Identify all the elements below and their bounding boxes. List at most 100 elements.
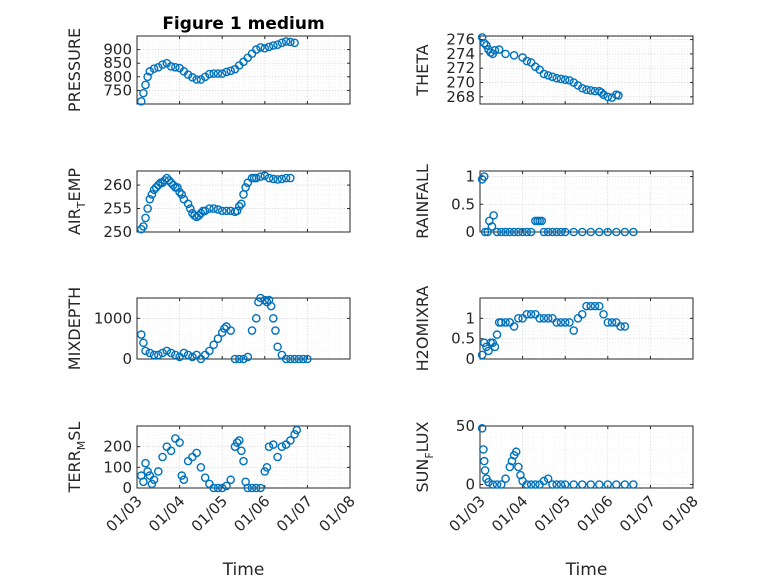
data-point bbox=[217, 69, 227, 78]
y-axis-label: MIXDEPTH bbox=[65, 287, 84, 370]
data-point bbox=[586, 227, 596, 237]
data-point bbox=[479, 445, 488, 454]
data-point bbox=[543, 314, 553, 323]
data-point bbox=[522, 480, 532, 489]
data-point bbox=[188, 452, 197, 462]
axes-box bbox=[479, 35, 694, 105]
x-tick-label: 01/08 bbox=[659, 492, 702, 535]
data-point bbox=[213, 205, 223, 214]
y-tick-label: 1 bbox=[465, 309, 475, 327]
data-point bbox=[556, 227, 566, 237]
data-point bbox=[480, 227, 490, 237]
data-point bbox=[209, 69, 218, 78]
y-tick-label: 276 bbox=[446, 31, 475, 49]
y-tick-label: 0.5 bbox=[451, 330, 475, 348]
data-point bbox=[226, 475, 236, 485]
data-point bbox=[594, 301, 604, 311]
data-point bbox=[535, 314, 544, 323]
data-point bbox=[607, 318, 617, 327]
data-point bbox=[139, 222, 148, 231]
x-tick-label: 01/08 bbox=[316, 492, 359, 535]
data-point bbox=[166, 178, 176, 188]
data-point bbox=[269, 440, 278, 449]
y-axis-label: RAINFALL bbox=[413, 164, 432, 239]
axes-box bbox=[136, 35, 351, 105]
data-point bbox=[490, 342, 500, 352]
data-point bbox=[488, 338, 498, 348]
subplot-terr-msl: 0 100 200 TERRMSL 01/03 01/04 01/05 01/06 01/07 0… bbox=[65, 422, 359, 580]
data-point bbox=[548, 72, 557, 82]
data-point bbox=[226, 326, 236, 335]
data-point bbox=[526, 227, 536, 237]
data-point bbox=[586, 480, 596, 489]
data-point bbox=[290, 354, 299, 364]
data-point bbox=[188, 73, 197, 82]
x-tick-label: 01/05 bbox=[531, 492, 574, 535]
data-point bbox=[205, 69, 214, 79]
data-point bbox=[552, 227, 561, 237]
data-point bbox=[177, 471, 187, 480]
data-point bbox=[139, 338, 148, 348]
data-point bbox=[603, 480, 613, 489]
data-point bbox=[501, 474, 510, 483]
data-point bbox=[256, 483, 265, 493]
data-point bbox=[183, 199, 193, 209]
data-point bbox=[149, 350, 159, 360]
y-tick-label: 900 bbox=[103, 41, 132, 59]
data-point bbox=[298, 354, 308, 364]
y-tick-label: 268 bbox=[446, 88, 475, 106]
data-point bbox=[277, 442, 287, 451]
data-point bbox=[179, 194, 189, 204]
data-point bbox=[548, 227, 557, 237]
x-tick-label: 01/05 bbox=[188, 492, 231, 535]
y-tick-label: 0.5 bbox=[451, 195, 475, 213]
data-point bbox=[543, 71, 553, 80]
subplot-sun-flux: 0 50 SUNFLUX 01/03 01/04 01/05 01/06 01/07 01/08… bbox=[413, 417, 702, 580]
y-axis-label: H2OMIXRA bbox=[413, 286, 432, 372]
data-point bbox=[213, 483, 223, 493]
data-point bbox=[277, 38, 287, 48]
data-point bbox=[230, 354, 240, 364]
data-point bbox=[262, 463, 272, 472]
data-point bbox=[243, 483, 253, 493]
data-point bbox=[556, 480, 566, 489]
y-tick-label: 0 bbox=[465, 223, 475, 241]
data-point bbox=[226, 206, 236, 216]
x-tick-label: 01/04 bbox=[488, 492, 531, 535]
data-point bbox=[251, 173, 261, 183]
data-point bbox=[489, 211, 498, 220]
data-point bbox=[620, 227, 630, 237]
data-point bbox=[256, 172, 265, 181]
data-point bbox=[171, 434, 180, 443]
data-point bbox=[569, 480, 579, 489]
data-point bbox=[505, 227, 515, 237]
data-point bbox=[260, 43, 270, 53]
data-point bbox=[543, 474, 553, 483]
data-point bbox=[486, 48, 495, 57]
data-point bbox=[614, 91, 623, 100]
data-point bbox=[141, 213, 150, 223]
data-point bbox=[213, 334, 223, 343]
data-point bbox=[175, 438, 184, 447]
data-point bbox=[234, 201, 244, 211]
data-point bbox=[166, 446, 176, 456]
data-point bbox=[292, 425, 302, 435]
data-point bbox=[183, 70, 193, 79]
data-point bbox=[168, 180, 178, 190]
data-point bbox=[286, 354, 295, 364]
data-point bbox=[629, 480, 638, 489]
data-point bbox=[217, 328, 227, 337]
axes-box bbox=[479, 425, 694, 489]
data-point bbox=[162, 173, 172, 183]
data-point bbox=[535, 65, 544, 74]
y-tick-label: 0 bbox=[122, 350, 132, 368]
data-point bbox=[251, 314, 261, 323]
data-point bbox=[477, 33, 487, 42]
data-point bbox=[290, 429, 299, 439]
y-tick-label: 800 bbox=[103, 68, 132, 86]
data-point bbox=[597, 88, 606, 97]
x-tick-label: 01/03 bbox=[103, 492, 146, 535]
x-tick-label: 01/07 bbox=[616, 492, 659, 535]
